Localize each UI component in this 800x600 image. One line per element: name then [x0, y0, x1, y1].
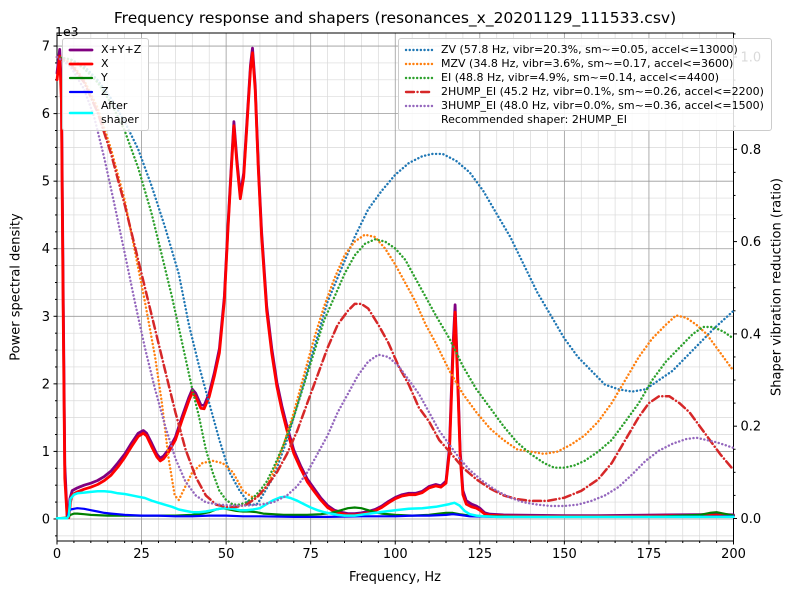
legend-shapers: ZV (57.8 Hz, vibr=20.3%, sm~=0.05, accel…	[398, 38, 772, 131]
legend-line-swatch	[404, 90, 434, 94]
legend-item-mzv: MZV (34.8 Hz, vibr=3.6%, sm~=0.17, accel…	[404, 57, 764, 71]
legend-line-swatch	[68, 90, 94, 94]
y-left-tick-label: 7	[42, 40, 50, 55]
series-3hump_ei	[55, 55, 735, 508]
legend-line-swatch	[68, 62, 94, 66]
series-2hump_ei	[55, 55, 735, 509]
y-axis-label-left: Power spectral density	[8, 213, 24, 361]
series-zv	[55, 55, 735, 506]
legend-item-label: ZV (57.8 Hz, vibr=20.3%, sm~=0.05, accel…	[441, 43, 738, 56]
legend-item-label: After shaper	[101, 99, 139, 126]
legend-item-x+y+z: X+Y+Z	[68, 43, 141, 57]
series-z	[55, 507, 735, 520]
x-tick-label: 125	[467, 547, 492, 562]
x-tick-label: 25	[133, 547, 150, 562]
y-left-tick-label: 6	[42, 107, 50, 122]
legend-line-swatch	[68, 111, 94, 115]
y-left-tick-label: 4	[42, 242, 50, 257]
series-ei	[55, 55, 735, 506]
legend-item-label: Y	[101, 71, 108, 84]
legend-item-label: Z	[101, 85, 109, 98]
legend-item-label: 2HUMP_EI (45.2 Hz, vibr=0.1%, sm~=0.26, …	[441, 85, 764, 98]
y-right-tick-label: 0.6	[741, 235, 762, 250]
legend-line-swatch	[68, 48, 94, 52]
legend-item-label: 3HUMP_EI (48.0 Hz, vibr=0.0%, sm~=0.36, …	[441, 99, 764, 112]
x-tick-label: 0	[53, 547, 61, 562]
chart-title: Frequency response and shapers (resonanc…	[113, 9, 677, 27]
legend-item-label: X	[101, 57, 109, 70]
legend-item-label: EI (48.8 Hz, vibr=4.9%, sm~=0.14, accel<…	[441, 71, 719, 84]
legend-item-x: X	[68, 57, 141, 71]
series-mzv	[55, 55, 735, 502]
legend-item-after: After shaper	[68, 99, 141, 127]
x-axis-label: Frequency, Hz	[348, 570, 442, 585]
legend-item-y: Y	[68, 71, 141, 85]
legend-line-swatch	[68, 76, 94, 80]
x-tick-label: 175	[637, 547, 662, 562]
legend-item-3hump_ei: 3HUMP_EI (48.0 Hz, vibr=0.0%, sm~=0.36, …	[404, 99, 764, 113]
legend-item-label: X+Y+Z	[101, 43, 142, 56]
y-axis-offset-text: 1e3	[55, 24, 79, 39]
y-left-tick-label: 2	[42, 377, 50, 392]
series-x	[55, 51, 735, 519]
legend-item-ei: EI (48.8 Hz, vibr=4.9%, sm~=0.14, accel<…	[404, 71, 764, 85]
x-tick-label: 100	[383, 547, 408, 562]
y-left-tick-label: 5	[42, 175, 50, 190]
y-left-tick-label: 3	[42, 310, 50, 325]
x-tick-label: 150	[552, 547, 577, 562]
legend-line-swatch	[404, 114, 434, 126]
y-left-tick-label: 0	[42, 512, 50, 527]
legend-item-zv: ZV (57.8 Hz, vibr=20.3%, sm~=0.05, accel…	[404, 43, 764, 57]
recommended-shaper-text: Recommended shaper: 2HUMP_EI	[441, 113, 627, 126]
legend-line-swatch	[404, 76, 434, 80]
legend-item-label: MZV (34.8 Hz, vibr=3.6%, sm~=0.17, accel…	[441, 57, 734, 70]
legend-item-2hump_ei: 2HUMP_EI (45.2 Hz, vibr=0.1%, sm~=0.26, …	[404, 85, 764, 99]
legend-item-z: Z	[68, 85, 141, 99]
y-right-tick-label: 0.4	[741, 327, 762, 342]
legend-line-swatch	[404, 104, 434, 108]
legend-line-swatch	[404, 48, 434, 52]
y-right-tick-label: 0.2	[741, 420, 762, 435]
tick-labels: 0 25 50 75 100 125 150 175 200 0 1 2 3 4 5 6 7 0.0 0.2 0.4 0…	[42, 40, 761, 562]
x-tick-label: 200	[721, 547, 746, 562]
y-right-tick-label: 0.8	[741, 143, 762, 158]
y-right-tick-label: 0.0	[741, 512, 762, 527]
y-left-tick-label: 1	[42, 445, 50, 460]
legend-data-series: X+Y+Z X Y Z After shaper	[62, 38, 150, 131]
recommended-shaper-note: Recommended shaper: 2HUMP_EI	[404, 113, 764, 127]
y-axis-label-right: Shaper vibration reduction (ratio)	[769, 178, 785, 396]
x-tick-label: 50	[218, 547, 235, 562]
x-tick-label: 75	[302, 547, 319, 562]
legend-line-swatch	[404, 62, 434, 66]
